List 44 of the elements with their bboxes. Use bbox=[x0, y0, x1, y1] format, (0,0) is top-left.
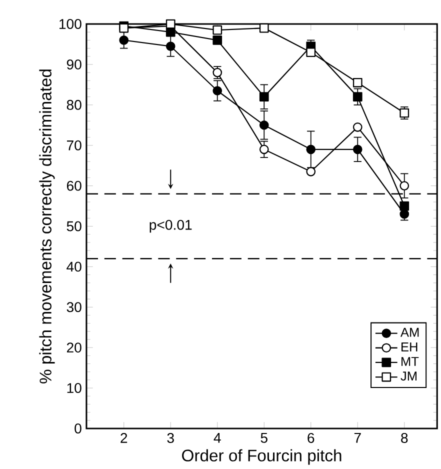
x-tick-label: 7 bbox=[354, 433, 361, 443]
y-tick-label: 10 bbox=[67, 383, 82, 394]
y-tick-label: 0 bbox=[74, 424, 82, 434]
point bbox=[352, 92, 362, 102]
x-tick-label: 5 bbox=[260, 433, 268, 443]
y-tick-label: 50 bbox=[66, 221, 82, 232]
point bbox=[119, 36, 129, 45]
y-tick-label: 90 bbox=[66, 59, 82, 70]
y-tick-label: 100 bbox=[60, 19, 82, 30]
annotation: p<0.01 bbox=[150, 220, 192, 233]
point bbox=[166, 42, 176, 51]
point bbox=[400, 201, 410, 211]
legend-label: JM bbox=[400, 372, 417, 381]
legend-label: EH bbox=[402, 342, 418, 352]
point bbox=[259, 144, 269, 154]
x-tick-label: 8 bbox=[401, 433, 408, 443]
point bbox=[306, 144, 316, 154]
point bbox=[212, 36, 222, 45]
point bbox=[400, 181, 410, 190]
point bbox=[352, 122, 362, 132]
point bbox=[306, 166, 316, 176]
x-tick-label: 6 bbox=[308, 433, 314, 443]
x-tick-label: 2 bbox=[120, 433, 128, 443]
x-tick-label: 4 bbox=[214, 433, 221, 443]
y-tick-label: 30 bbox=[66, 302, 82, 312]
point bbox=[166, 27, 176, 37]
y-axis-title: % pitch movements correctly discriminated bbox=[39, 70, 55, 384]
y-tick-label: 60 bbox=[67, 180, 82, 191]
x-tick-label: 3 bbox=[167, 433, 174, 443]
point bbox=[352, 144, 362, 154]
point bbox=[212, 86, 222, 96]
point bbox=[259, 23, 269, 33]
y-tick-label: 20 bbox=[66, 342, 82, 353]
point bbox=[212, 25, 222, 35]
legend-label: MT bbox=[402, 357, 419, 366]
x-axis-title: Order of Fourcin pitch bbox=[182, 449, 342, 465]
y-tick-label: 70 bbox=[67, 140, 82, 150]
point bbox=[259, 120, 269, 130]
y-tick-label: 40 bbox=[66, 262, 82, 272]
point bbox=[306, 48, 316, 58]
legend-label: AM bbox=[400, 328, 419, 337]
y-tick-label: 80 bbox=[66, 100, 82, 110]
point bbox=[259, 92, 269, 102]
point bbox=[352, 78, 362, 88]
